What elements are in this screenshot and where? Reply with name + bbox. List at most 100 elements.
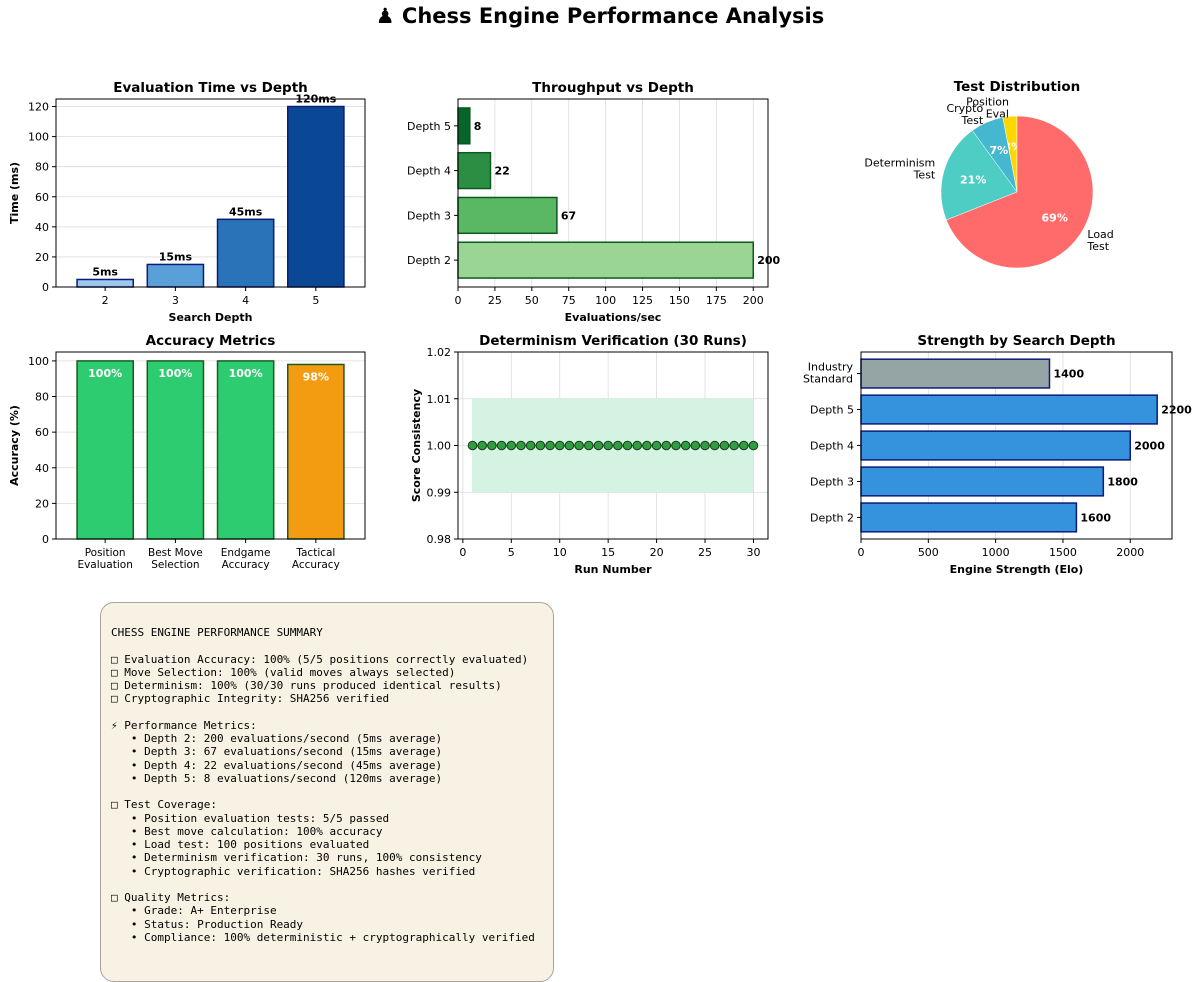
bar <box>287 105 345 288</box>
data-point <box>574 440 584 451</box>
data-label: 5ms <box>92 265 118 278</box>
data-point <box>738 440 749 451</box>
y-tick-label: Industry Standard <box>803 361 854 386</box>
data-label: 22 <box>494 165 509 178</box>
x-tick-label: 125 <box>632 294 653 307</box>
y-axis-label: Time (ms) <box>8 162 21 224</box>
y-tick-label: Depth 3 <box>407 209 451 222</box>
x-tick-label: 3 <box>172 294 179 307</box>
y-tick-label: 60 <box>35 426 49 439</box>
bar <box>860 430 1132 461</box>
data-point <box>525 440 536 451</box>
data-point <box>671 440 681 451</box>
y-tick-label: 100 <box>28 131 49 144</box>
plot-frame <box>55 351 366 540</box>
y-tick-label: 40 <box>35 462 49 475</box>
data-label: 200 <box>757 254 780 267</box>
y-tick-label: 0 <box>42 533 49 546</box>
summary-line: • Compliance: 100% deterministic + crypt… <box>111 930 535 944</box>
x-tick-label: 10 <box>553 546 567 559</box>
summary-line <box>111 639 535 652</box>
x-tick-label: 0 <box>459 546 466 559</box>
y-tick-label: 0 <box>42 281 49 294</box>
charts-canvas: Evaluation Time vs Depth0204060801001202… <box>8 79 1192 576</box>
y-tick-label: 40 <box>35 221 49 234</box>
pie-label: Load Test <box>1086 228 1113 253</box>
data-point <box>467 440 478 451</box>
data-point <box>651 440 662 451</box>
chart-accuracy: Accuracy Metrics 0 20 40 60 80 100 Position Eval… <box>8 333 366 571</box>
chart-strength: Strength by Search Depth 0 500 1000 1500 2000… <box>803 333 1192 576</box>
data-point <box>487 440 497 451</box>
pie-percent-label: 21% <box>960 173 986 186</box>
x-axis-label: Evaluations/sec <box>565 311 662 324</box>
summary-line: □ Determinism: 100% (30/30 runs produced… <box>111 679 502 692</box>
y-tick-label: Depth 5 <box>810 404 854 417</box>
bar <box>146 263 205 288</box>
bar <box>860 358 1051 389</box>
summary-line: • Position evaluation tests: 5/5 passed <box>111 811 390 825</box>
bar <box>216 218 275 288</box>
bar <box>860 394 1158 425</box>
summary-line <box>111 706 535 719</box>
data-point <box>632 440 643 451</box>
y-axis-label: Score Consistency <box>410 389 423 502</box>
data-point <box>545 440 555 451</box>
x-tick-label: 1500 <box>1049 546 1077 559</box>
bar <box>457 107 471 145</box>
summary-box <box>100 602 554 982</box>
data-point <box>719 440 730 451</box>
data-point <box>729 440 739 451</box>
data-point <box>496 440 507 451</box>
bar <box>457 196 558 235</box>
y-tick-label: 120 <box>28 101 49 114</box>
bar <box>146 360 205 540</box>
bar <box>76 360 135 540</box>
data-label: 2200 <box>1161 404 1192 417</box>
x-tick-label: 5 <box>312 294 319 307</box>
chart-title: Accuracy Metrics <box>146 333 276 349</box>
data-label: 1600 <box>1080 511 1111 524</box>
y-axis-label: Accuracy (%) <box>8 405 21 486</box>
page-title: ♟ Chess Engine Performance Analysis <box>375 4 825 28</box>
data-label: 100% <box>158 367 192 380</box>
pie-slice <box>946 115 1094 269</box>
bar <box>287 363 345 540</box>
data-label: 100% <box>88 367 122 380</box>
y-tick-label: 80 <box>35 161 49 174</box>
y-tick-label: 100 <box>28 355 49 368</box>
summary-line: • Depth 4: 22 evaluations/second (45ms a… <box>111 758 443 772</box>
x-tick-label: Best Move Selection <box>148 547 203 571</box>
summary-line: • Cryptographic verification: SHA256 has… <box>111 864 476 878</box>
pie-label: Determinism Test <box>864 156 936 181</box>
x-tick-label: 2000 <box>1116 546 1144 559</box>
x-axis-label: Run Number <box>574 563 652 576</box>
summary-line: • Determinism verification: 30 runs, 100… <box>111 851 482 865</box>
summary-line <box>111 878 535 891</box>
plot-frame <box>860 351 1173 540</box>
chart-eval-time: Evaluation Time vs Depth 0 20 40 60 80 100 120 2… <box>8 80 366 324</box>
data-label: 1800 <box>1107 475 1138 488</box>
x-tick-label: 15 <box>601 546 615 559</box>
x-tick-label: Endgame Accuracy <box>221 547 271 571</box>
data-point <box>622 440 633 451</box>
x-tick-label: 25 <box>698 546 712 559</box>
pie-percent-label: 69% <box>1042 212 1068 225</box>
summary-line: • Depth 2: 200 evaluations/second (5ms a… <box>111 732 443 745</box>
data-label: 1400 <box>1053 368 1084 381</box>
summary-text: CHESS ENGINE PERFORMANCE SUMMARY □ Evalu… <box>111 626 535 944</box>
x-tick-label: Position Evaluation <box>77 547 132 571</box>
bar <box>860 502 1078 533</box>
data-point <box>748 440 759 451</box>
bar <box>216 360 275 540</box>
data-label: 100% <box>229 367 263 380</box>
data-point <box>535 440 546 451</box>
data-point <box>583 440 594 451</box>
x-tick-label: 175 <box>706 294 727 307</box>
y-tick-label: 20 <box>35 251 49 264</box>
pie-label: Crypto Test <box>946 102 983 127</box>
bar <box>860 466 1105 497</box>
x-tick-label: 75 <box>562 294 576 307</box>
x-tick-label: 5 <box>508 546 515 559</box>
